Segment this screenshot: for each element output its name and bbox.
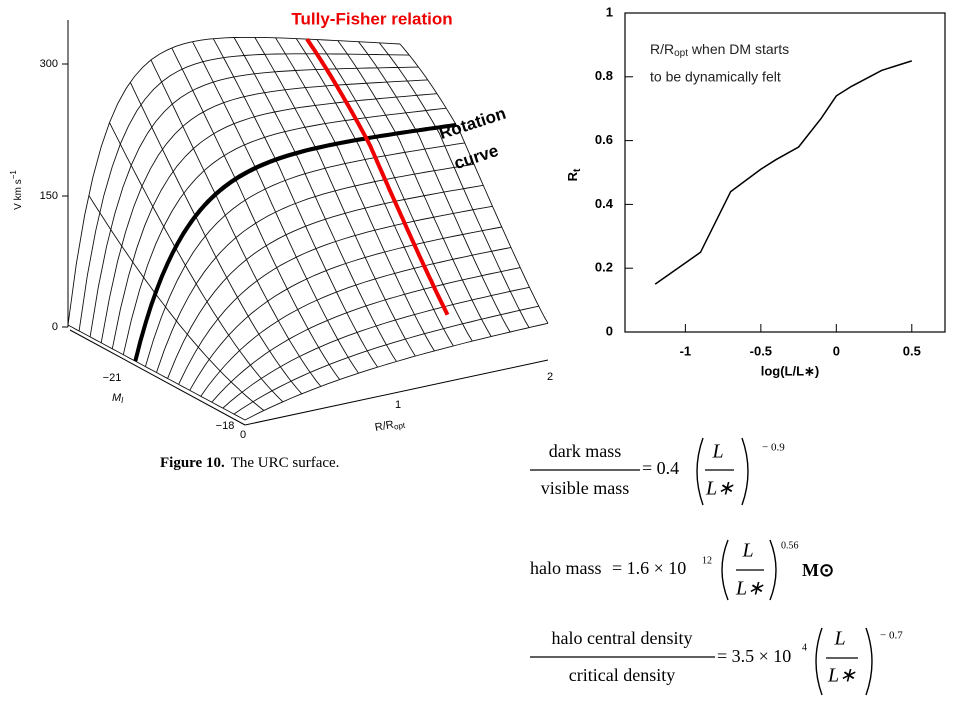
equation-text: 4 [802,642,807,653]
text-part: Figure 10. [160,455,225,471]
equation-text: 0.56 [781,540,799,551]
text-part: R/R [650,41,674,57]
chart-annotation: R/Ropt when DM starts [650,41,789,59]
equation-text: critical density [569,665,675,685]
surface-grid [337,40,492,337]
v-tick-label: 150 [40,190,58,202]
x-tick-label: -0.5 [750,343,772,358]
m-tick-label: −18 [216,420,235,432]
parenthesis [696,437,704,506]
equation-text: L [833,628,845,650]
text-part: when DM starts [688,41,789,57]
equation-text: = 3.5 × 10 [717,646,791,666]
surface-grid [78,53,410,331]
tully-fisher-line [305,37,450,316]
y-tick-label: 0.6 [595,132,613,147]
equation-text: dark mass [549,441,621,461]
equation-text: − 0.7 [880,630,903,642]
parenthesis [741,437,749,506]
rotation-curve-line [133,122,457,362]
equation-text: L∗ [705,478,734,500]
equation-text: = 0.4 [642,458,679,478]
surface-grid [399,43,549,324]
r-axis [244,359,549,426]
surface-grid [254,37,416,357]
urc-surface: 300 150 0 V km s−1 −21 −18 MI 0 1 2 R/Ropt Figure 1… [9,20,553,471]
text-part: −1 [9,170,18,180]
surface-grid [144,142,465,367]
text-part: I [121,396,124,405]
chart-annotation: to be dynamically felt [650,69,781,85]
v-tick-label: 300 [40,58,58,70]
surface-grid [378,42,530,328]
equation-text: L [711,441,723,463]
r-tick-label: 0 [240,429,246,441]
equation-text: − 0.9 [762,442,785,454]
x-axis-label: log(L/L∗) [761,363,820,378]
y-tick-label: 0.2 [595,260,613,275]
equation-text: L [741,540,753,562]
surface-grid [358,41,511,333]
text-part: opt [674,48,688,59]
y-tick-label: 1 [606,4,613,19]
text-part: M [112,392,122,404]
text-part: R [565,171,580,181]
surface-grid [156,163,475,373]
m-tick-label: −21 [103,372,122,384]
v-tick-label: 0 [52,321,58,333]
text-part: V km s [13,179,24,210]
surface-grid [122,107,447,355]
x-tick-label: 0.5 [903,343,921,358]
equations: dark mass visible mass = 0.4 L L∗ − 0.9 halo m… [530,437,903,696]
m-axis-label: MI [112,392,124,405]
text-part: The URC surface. [231,455,340,471]
surface-grid [316,39,473,342]
equation-text: = 1.6 × 10 [612,558,686,578]
parenthesis [865,627,873,696]
plot-frame [624,12,946,333]
equation-text: L∗ [827,665,856,687]
text-part: t [572,168,583,172]
y-tick-label: 0.4 [595,196,614,211]
surface-grid [100,79,428,343]
surface-grid [295,38,454,347]
text-part: R/R [374,419,395,434]
y-axis-label: Rt [565,168,582,181]
equation-text: 12 [702,555,712,566]
surface-grid [167,184,484,379]
equation-text: M⊙ [802,560,834,580]
rotation-curve-label: curve [452,141,501,173]
x-tick-label: 0 [833,343,840,358]
y-tick-label: 0 [606,323,613,338]
surface-grid [178,205,493,385]
m-axis [69,329,246,426]
surface-grid [89,66,419,337]
rt-chart: 0 0.2 0.4 0.6 0.8 1 -1 -0.5 0 0.5 log(L/L∗) Rt R/Rop… [565,4,946,378]
text-part: opt [393,421,406,432]
figure-caption: Figure 10. The URC surface. [160,455,339,471]
equation-text: L∗ [735,578,764,600]
surface-grid [111,93,438,349]
parenthesis [721,539,729,601]
surface-grid [212,38,378,368]
equation-text: halo mass [530,558,602,578]
tully-fisher-label: Tully-Fisher relation [291,9,452,28]
surface-grid [275,37,435,352]
parenthesis [815,627,823,696]
r-tick-label: 2 [547,371,553,383]
equation-text: halo central density [552,628,693,648]
parenthesis [769,539,777,601]
y-tick-label: 0.8 [595,68,613,83]
x-tick-label: -1 [680,343,692,358]
equation-text: visible mass [541,478,630,498]
r-tick-label: 1 [395,399,401,411]
surface-grid [233,37,397,362]
data-line [654,60,913,285]
surface-grid [67,36,401,326]
v-axis-label: V km s−1 [9,170,24,210]
r-axis-label: R/Ropt [374,417,407,435]
